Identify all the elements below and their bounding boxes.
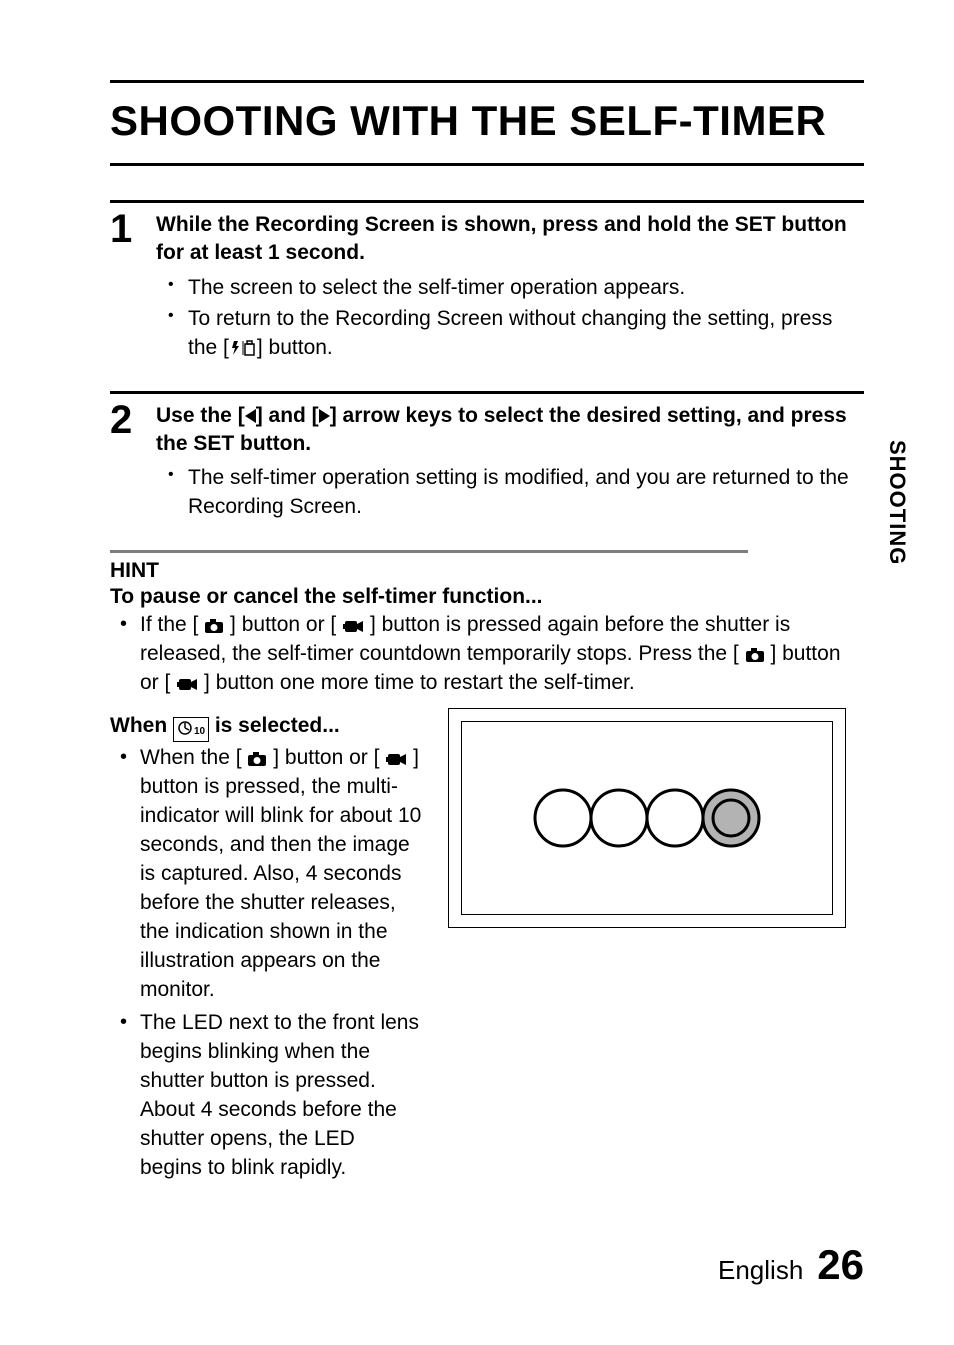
arrow-left-icon xyxy=(245,409,256,423)
hint-pause-list: If the [ ] button or [ ] button is press… xyxy=(110,611,864,698)
camera-icon xyxy=(204,619,224,634)
timer10-icon: 10 xyxy=(173,717,209,742)
hint-when-title: When 10 is selected... xyxy=(110,714,422,742)
page-footer: English 26 xyxy=(718,1241,864,1289)
video-icon xyxy=(176,677,198,692)
footer-page-number: 26 xyxy=(817,1241,864,1289)
step-number: 2 xyxy=(110,400,156,440)
hint-rule xyxy=(110,550,748,553)
step-row: 1 While the Recording Screen is shown, p… xyxy=(110,211,864,365)
when-column: When 10 is selected... When the [ ] butt… xyxy=(110,708,422,1187)
hint-when-item: When the [ ] button or [ ] button is pre… xyxy=(124,744,422,1005)
step-rule xyxy=(110,391,864,394)
step-1: 1 While the Recording Screen is shown, p… xyxy=(110,200,864,365)
title-block: SHOOTING WITH THE SELF-TIMER xyxy=(110,80,864,166)
step-heading: While the Recording Screen is shown, pre… xyxy=(156,211,864,268)
page-title: SHOOTING WITH THE SELF-TIMER xyxy=(110,97,864,145)
hint-label: HINT xyxy=(110,559,864,583)
hint-when-list: When the [ ] button or [ ] button is pre… xyxy=(110,744,422,1183)
step-body: Use the [] and [] arrow keys to select t… xyxy=(156,402,864,525)
step-row: 2 Use the [] and [] arrow keys to select… xyxy=(110,402,864,525)
step-body: While the Recording Screen is shown, pre… xyxy=(156,211,864,365)
hint-pause-item: If the [ ] button or [ ] button is press… xyxy=(124,611,864,698)
flash-trash-icon xyxy=(229,339,257,357)
step-sub-list: The self-timer operation setting is modi… xyxy=(156,464,864,522)
footer-language: English xyxy=(718,1255,803,1286)
arrow-right-icon xyxy=(319,409,330,423)
camera-icon xyxy=(745,648,765,663)
page: SHOOTING WITH THE SELF-TIMER 1 While the… xyxy=(0,0,954,1345)
step-2: 2 Use the [] and [] arrow keys to select… xyxy=(110,391,864,525)
step-sub-item: The self-timer operation setting is modi… xyxy=(174,464,864,522)
step-rule xyxy=(110,200,864,203)
two-column-row: When 10 is selected... When the [ ] butt… xyxy=(110,708,864,1187)
step-heading: Use the [] and [] arrow keys to select t… xyxy=(156,402,864,459)
video-icon xyxy=(342,619,364,634)
countdown-circles-icon xyxy=(517,778,777,858)
step-sub-item: To return to the Recording Screen withou… xyxy=(174,305,864,363)
svg-text:10: 10 xyxy=(194,726,205,736)
hint-when-item: The LED next to the front lens begins bl… xyxy=(124,1009,422,1183)
camera-icon xyxy=(247,752,267,767)
hint-pause-title: To pause or cancel the self-timer functi… xyxy=(110,585,864,609)
step-number: 1 xyxy=(110,209,156,249)
video-icon xyxy=(385,752,407,767)
illustration-outer xyxy=(448,708,846,928)
illustration-inner xyxy=(461,721,833,915)
side-section-label: SHOOTING xyxy=(884,440,910,565)
step-sub-list: The screen to select the self-timer oper… xyxy=(156,274,864,363)
step-sub-item: The screen to select the self-timer oper… xyxy=(174,274,864,303)
